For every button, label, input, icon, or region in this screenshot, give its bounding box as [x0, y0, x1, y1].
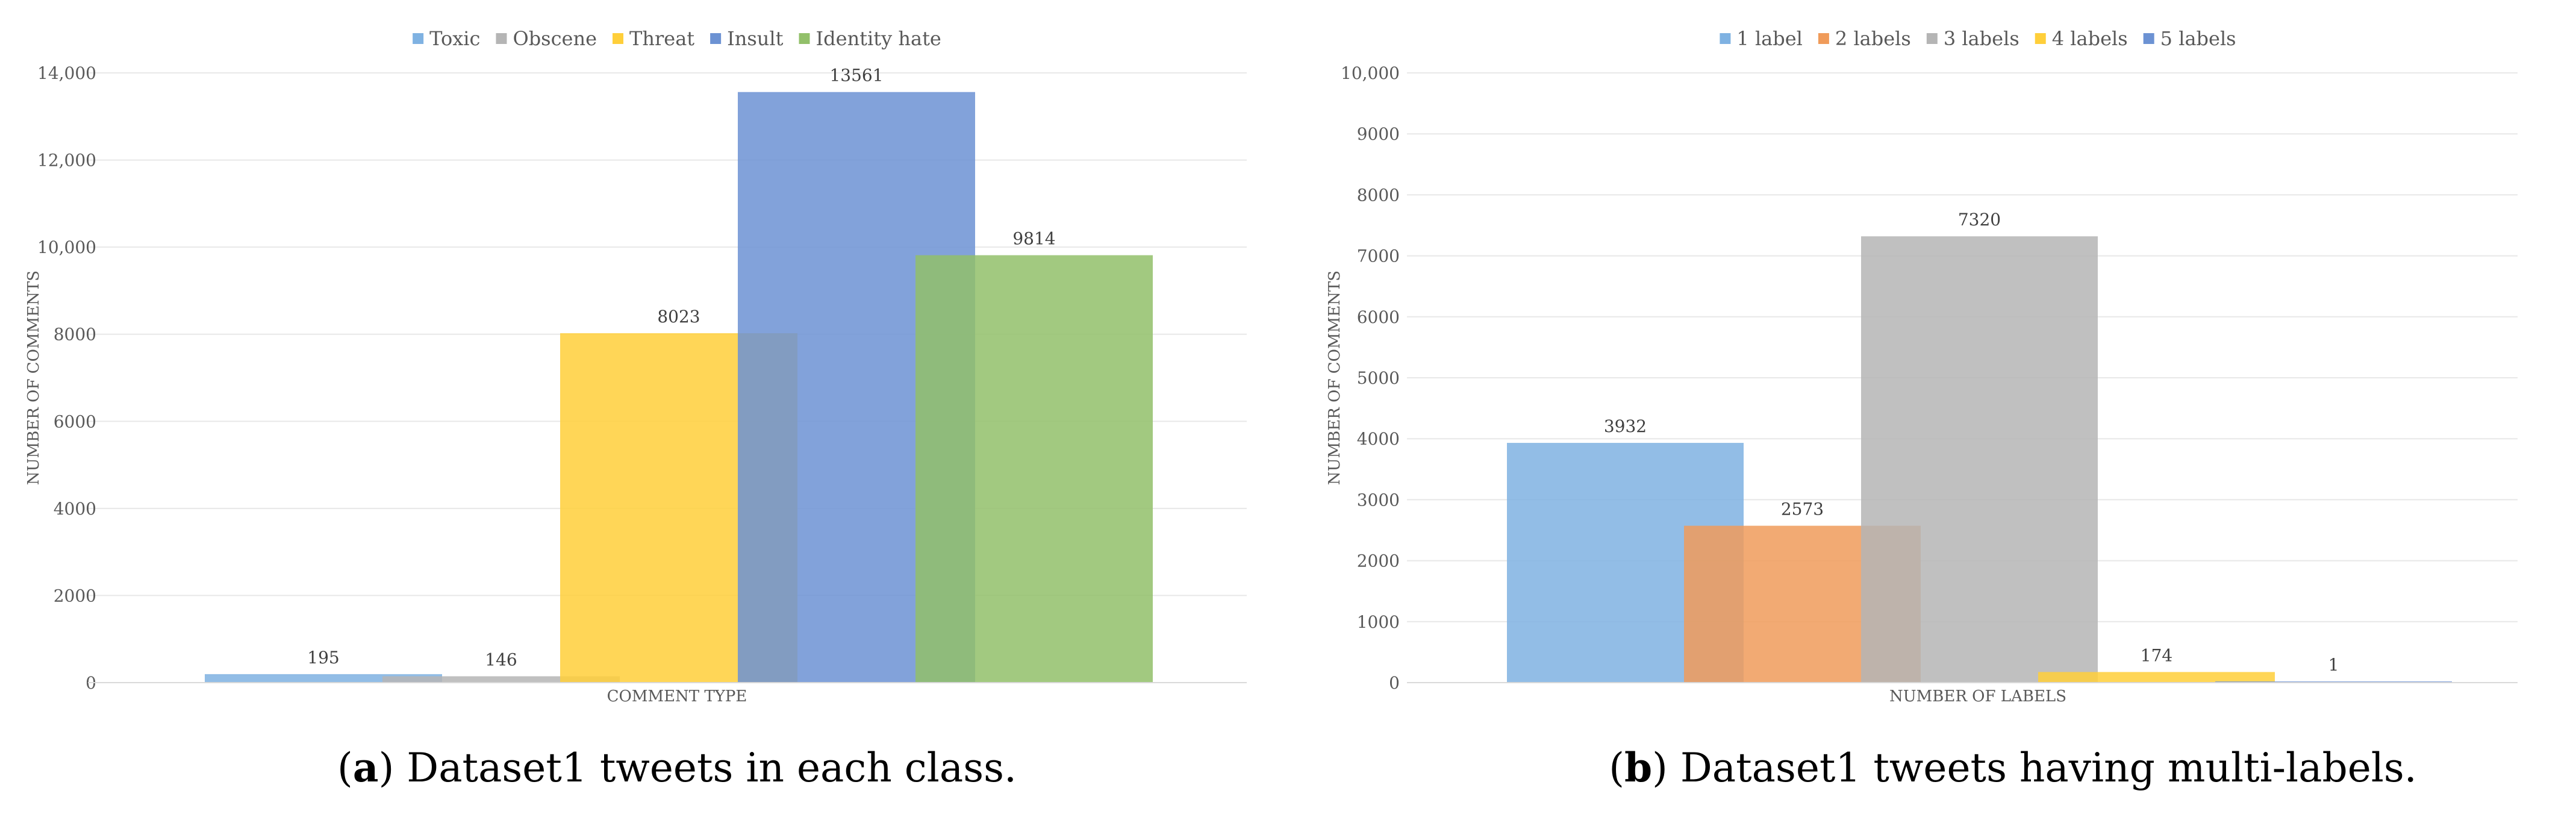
- x-axis-title-a: COMMENT TYPE: [607, 687, 747, 706]
- data-label: 9814: [1012, 229, 1055, 249]
- chart-panel-b: 1 label 2 labels 3 labels 4 labels 5 labels …: [1326, 27, 2518, 791]
- data-labels-a: 195 146 8023 13561 9814: [307, 66, 1055, 670]
- legend-swatch: [1818, 33, 1829, 44]
- data-label: 146: [485, 649, 517, 669]
- legend-item-4-labels: 4 labels: [2035, 27, 2128, 50]
- bars-b: [1507, 236, 2452, 683]
- y-tick-label: 12,000: [37, 151, 96, 171]
- data-label: 8023: [657, 307, 700, 327]
- bars-a: [205, 92, 1153, 683]
- legend-swatch: [496, 33, 507, 44]
- legend-label: Toxic: [429, 27, 480, 50]
- y-tick-label: 8000: [1357, 185, 1400, 205]
- y-tick-label: 9000: [1357, 124, 1400, 144]
- caption-a: (a) Dataset1 tweets in each class.: [337, 744, 1017, 791]
- legend-item-3-labels: 3 labels: [1926, 27, 2019, 50]
- bar-identity-hate: [915, 255, 1153, 683]
- legend-label: Insult: [727, 27, 784, 50]
- legend-label: Identity hate: [816, 27, 941, 50]
- bar-3-labels: [1861, 236, 2098, 683]
- legend-item-toxic: Toxic: [413, 27, 480, 50]
- y-tick-labels-b: 0 1000 2000 3000 4000 5000 6000 7000 8000 9000 10,…: [1341, 63, 1400, 693]
- legend-swatch: [1720, 33, 1731, 44]
- legend-label: 2 labels: [1835, 27, 1911, 50]
- y-tick-label: 0: [1389, 673, 1400, 693]
- legend-swatch: [710, 33, 722, 44]
- data-labels-b: 3932 2573 7320 174 1: [1604, 210, 2339, 675]
- y-tick-label: 10,000: [1341, 63, 1400, 83]
- y-axis-title-a: NUMBER OF COMMENTS: [25, 271, 43, 485]
- data-label: 3932: [1604, 416, 1647, 436]
- legend-label: Obscene: [513, 27, 597, 50]
- y-tick-label: 14,000: [37, 63, 96, 83]
- legend-b: 1 label 2 labels 3 labels 4 labels 5 labels: [1720, 27, 2236, 50]
- y-tick-label: 4000: [1357, 429, 1400, 449]
- data-label: 174: [2141, 645, 2172, 665]
- legend-item-1-label: 1 label: [1720, 27, 1803, 50]
- data-label: 7320: [1958, 210, 2001, 230]
- y-tick-label: 3000: [1357, 490, 1400, 510]
- y-tick-label: 6000: [1357, 307, 1400, 327]
- legend-item-identity-hate: Identity hate: [799, 27, 941, 50]
- x-axis-title-b: NUMBER OF LABELS: [1889, 687, 2066, 706]
- legend-swatch: [413, 33, 424, 44]
- legend-item-threat: Threat: [613, 27, 694, 50]
- data-label: 2573: [1781, 499, 1824, 519]
- legend-swatch: [1926, 33, 1938, 44]
- bar-obscene: [382, 676, 620, 683]
- bar-4-labels: [2038, 672, 2275, 683]
- caption-b: (b) Dataset1 tweets having multi-labels.: [1609, 744, 2417, 791]
- legend-item-5-labels: 5 labels: [2143, 27, 2236, 50]
- data-label: 13561: [829, 66, 883, 86]
- y-tick-label: 7000: [1357, 246, 1400, 266]
- y-tick-label: 10,000: [37, 237, 96, 257]
- legend-item-2-labels: 2 labels: [1818, 27, 1911, 50]
- y-tick-label: 1000: [1357, 612, 1400, 632]
- y-tick-label: 5000: [1357, 368, 1400, 388]
- legend-item-obscene: Obscene: [496, 27, 597, 50]
- legend-label: 5 labels: [2160, 27, 2236, 50]
- y-tick-label: 4000: [54, 499, 96, 519]
- data-label: 195: [307, 648, 339, 668]
- legend-label: 1 label: [1736, 27, 1803, 50]
- legend-label: Threat: [629, 27, 694, 50]
- legend-swatch: [2035, 33, 2046, 44]
- legend-a: Toxic Obscene Threat Insult Identity hate: [413, 27, 941, 50]
- chart-panel-a: Toxic Obscene Threat Insult Identity hate 02…: [25, 27, 1247, 791]
- y-tick-label: 2000: [54, 586, 96, 606]
- legend-label: 4 labels: [2052, 27, 2128, 50]
- y-tick-label: 6000: [54, 412, 96, 431]
- legend-swatch: [2143, 33, 2154, 44]
- y-axis-title-b: NUMBER OF COMMENTS: [1326, 271, 1344, 485]
- y-tick-label: 2000: [1357, 551, 1400, 571]
- legend-item-insult: Insult: [710, 27, 784, 50]
- legend-swatch: [613, 33, 624, 44]
- legend-swatch: [799, 33, 810, 44]
- legend-label: 3 labels: [1944, 27, 2019, 50]
- data-label: 1: [2328, 655, 2339, 675]
- y-tick-label: 8000: [54, 325, 96, 345]
